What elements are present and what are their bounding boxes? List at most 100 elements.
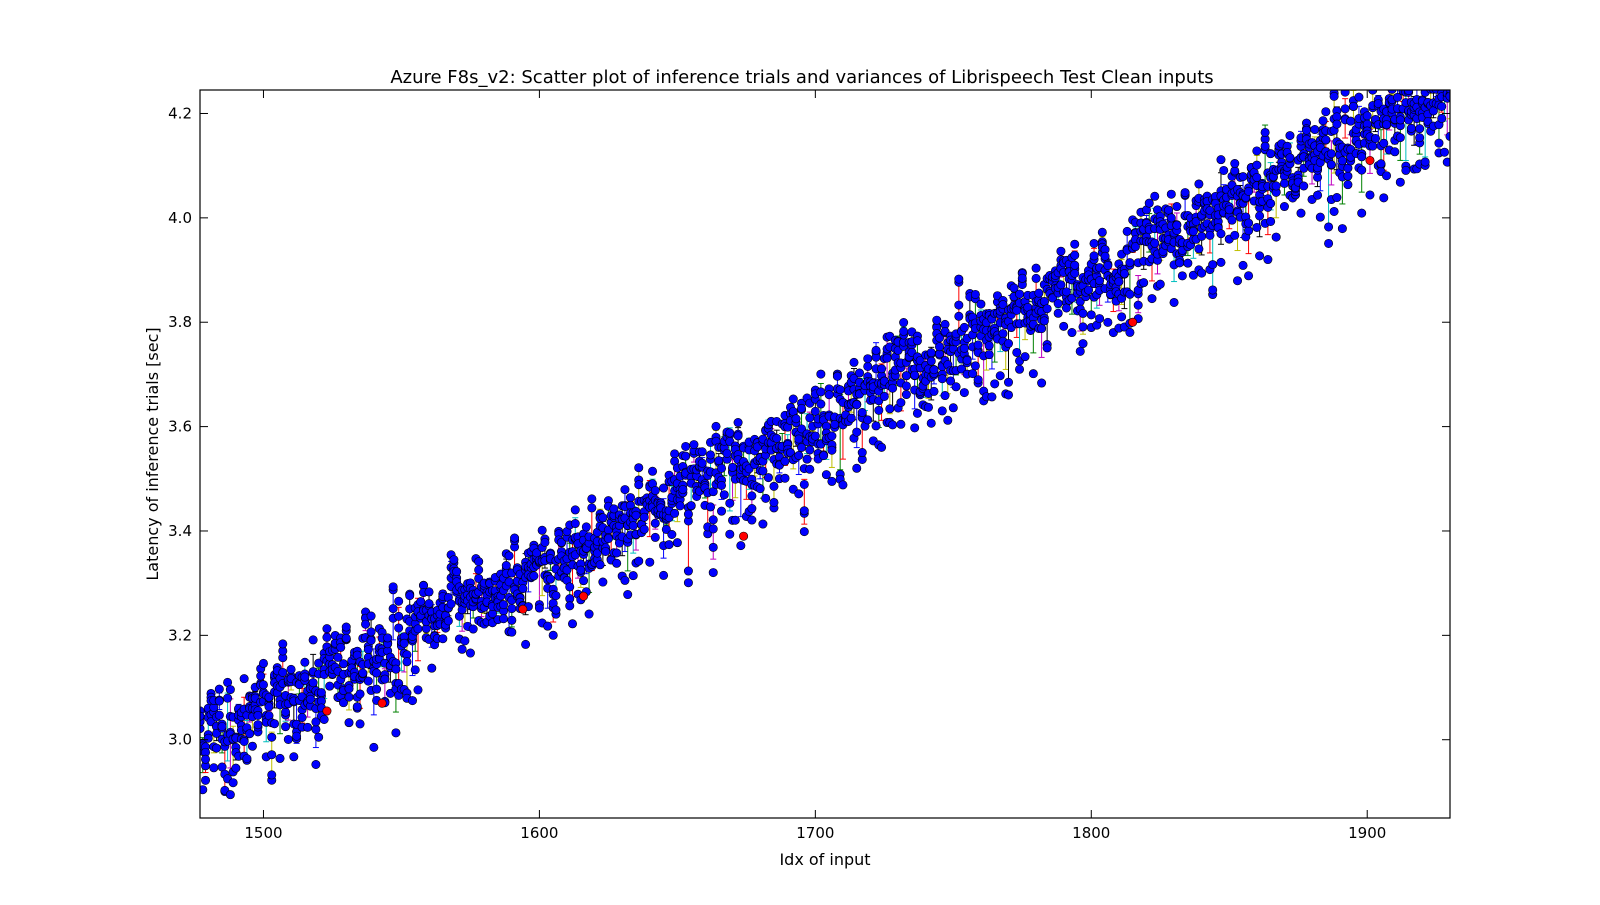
data-point xyxy=(1299,181,1309,191)
data-point xyxy=(885,404,895,414)
data-point xyxy=(228,778,238,788)
data-point xyxy=(717,506,727,516)
x-tick-label: 1600 xyxy=(520,824,558,842)
data-point xyxy=(857,448,867,458)
data-point xyxy=(998,300,1008,310)
data-point xyxy=(562,565,572,575)
data-point xyxy=(372,684,382,694)
data-point xyxy=(650,486,660,496)
data-point xyxy=(322,632,332,642)
data-point xyxy=(358,668,368,678)
data-point xyxy=(311,717,321,727)
data-point xyxy=(846,413,856,423)
data-point xyxy=(910,423,920,433)
data-point xyxy=(1177,271,1187,281)
data-point xyxy=(725,529,735,539)
data-point xyxy=(1034,288,1044,298)
data-point xyxy=(501,561,511,571)
data-point xyxy=(973,375,983,385)
data-point xyxy=(1365,190,1375,200)
data-point xyxy=(854,368,864,378)
data-point xyxy=(1271,181,1281,191)
data-point xyxy=(1252,172,1262,182)
data-point xyxy=(1061,303,1071,313)
data-point xyxy=(565,601,575,611)
data-point xyxy=(570,519,580,529)
data-point xyxy=(1031,263,1041,273)
data-point xyxy=(645,557,655,567)
data-point xyxy=(394,596,404,606)
data-point xyxy=(705,450,715,460)
data-point xyxy=(1139,278,1149,288)
data-point xyxy=(587,494,597,504)
data-point xyxy=(1078,339,1088,349)
data-point xyxy=(686,501,696,511)
data-point xyxy=(258,658,268,668)
data-point xyxy=(1224,205,1234,215)
data-point xyxy=(683,578,693,588)
data-point xyxy=(1075,346,1085,356)
data-point xyxy=(534,603,544,613)
data-point xyxy=(747,491,757,501)
data-point xyxy=(1402,78,1410,86)
data-point xyxy=(1084,285,1094,295)
data-point xyxy=(736,541,746,551)
data-point xyxy=(214,710,224,720)
data-point xyxy=(565,582,575,592)
data-point xyxy=(1440,78,1448,86)
data-point xyxy=(1343,180,1353,190)
data-point xyxy=(1070,268,1080,278)
data-point xyxy=(1376,159,1386,169)
data-point xyxy=(995,371,1005,381)
data-point xyxy=(1393,68,1401,76)
data-point xyxy=(954,274,964,284)
data-point xyxy=(1048,293,1058,303)
data-point xyxy=(289,752,299,762)
data-point xyxy=(929,365,939,375)
data-point xyxy=(1302,125,1312,135)
data-point xyxy=(650,518,660,528)
data-point xyxy=(946,376,956,386)
data-point xyxy=(871,421,881,431)
data-point xyxy=(901,390,911,400)
data-point xyxy=(225,790,235,800)
data-point xyxy=(799,479,809,489)
data-point xyxy=(758,466,768,476)
data-point xyxy=(1150,238,1160,248)
data-point xyxy=(363,644,373,654)
y-axis: 3.0 3.2 3.4 3.6 3.8 4.0 4.2 xyxy=(168,104,1450,749)
data-point xyxy=(537,525,547,535)
data-point xyxy=(1406,123,1416,133)
data-point xyxy=(568,619,578,629)
data-point xyxy=(1442,157,1450,167)
data-point xyxy=(200,785,208,795)
data-point xyxy=(1332,193,1342,203)
data-point xyxy=(788,394,798,404)
data-point xyxy=(899,326,909,336)
data-point xyxy=(325,681,335,691)
data-point xyxy=(852,400,862,410)
data-point xyxy=(201,775,211,785)
data-point xyxy=(300,657,310,667)
data-point xyxy=(1059,321,1069,331)
data-point xyxy=(1020,352,1030,362)
data-point xyxy=(1166,213,1176,223)
data-point xyxy=(984,350,994,360)
data-point xyxy=(344,692,354,702)
data-point xyxy=(912,336,922,346)
data-point xyxy=(1114,277,1124,287)
data-point xyxy=(717,480,727,490)
data-point xyxy=(443,616,453,626)
data-point xyxy=(1329,206,1339,216)
data-point xyxy=(935,342,945,352)
data-point xyxy=(761,493,771,503)
data-point xyxy=(959,322,969,332)
data-point xyxy=(730,515,740,525)
data-point xyxy=(1125,289,1135,299)
data-point xyxy=(675,501,685,511)
data-point xyxy=(399,638,409,648)
data-point xyxy=(1393,92,1403,102)
data-point xyxy=(1437,113,1447,123)
data-point xyxy=(1180,188,1190,198)
